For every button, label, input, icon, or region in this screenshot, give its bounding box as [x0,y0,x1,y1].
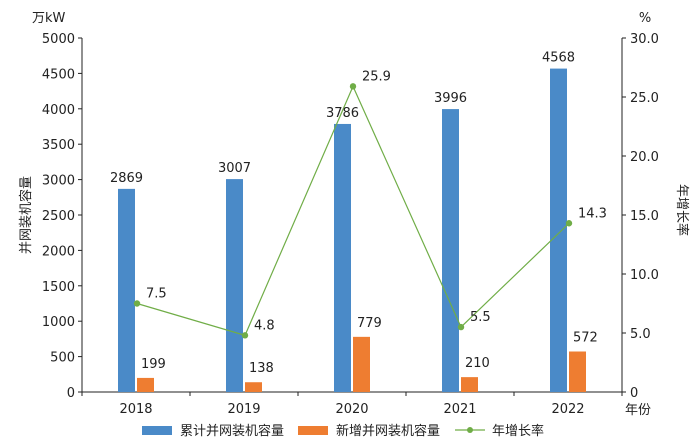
left-tick-label: 1500 [42,280,75,295]
x-tick-label: 2020 [335,402,368,417]
bar-cumulative [442,109,459,393]
growth-point [565,220,573,227]
left-axis-unit: 万kW [32,11,66,26]
left-tick-label: 4500 [42,67,75,82]
left-tick-label: 500 [50,351,75,366]
label-cumulative: 2869 [110,171,143,186]
legend: 累计并网装机容量 新增并网装机容量 年增长率 [142,423,544,439]
bar-new [353,336,370,392]
bar-cumulative [226,179,243,392]
bar-cumulative [550,68,567,392]
right-tick-label: 25.0 [630,91,659,106]
bar-new [569,351,586,392]
label-cumulative: 3786 [326,106,359,121]
x-axis-unit: 年份 [625,403,651,418]
growth-point [457,323,465,331]
x-tick-label: 2018 [119,402,152,417]
x-tick-label: 2022 [551,402,584,417]
label-growth: 5.5 [470,310,491,325]
left-tick-label: 1000 [42,315,75,330]
label-growth: 14.3 [578,206,607,221]
right-tick-label: 15.0 [630,209,659,224]
growth-line [136,84,570,337]
legend-label-new: 新增并网装机容量 [336,423,440,439]
left-tick-label: 2000 [42,244,75,259]
left-tick-label: 3500 [42,138,75,153]
left-axis-ticks: 0 500 1000 1500 2000 2500 3000 3500 4000 4500 5000 [42,32,82,401]
left-axis-label: 并网装机容量 [18,176,34,254]
bar-cumulative [118,188,135,392]
right-axis-ticks: 0 5.0 10.0 15.0 20.0 25.0 30.0 [622,32,659,401]
bar-cumulative [334,123,351,392]
legend-swatch-cumulative [142,426,172,435]
label-cumulative: 4568 [542,51,575,66]
x-tick-label: 2019 [227,402,260,417]
right-tick-label: 5.0 [630,327,651,342]
left-tick-label: 4000 [42,103,75,118]
x-axis-ticks: 2018 2019 2020 2021 2022 [81,392,623,417]
bars [118,68,586,393]
left-tick-label: 5000 [42,32,75,47]
label-new: 210 [465,356,490,371]
label-new: 199 [141,357,166,372]
legend-swatch-new [298,426,328,435]
label-growth: 25.9 [362,69,391,84]
growth-point [349,83,357,90]
right-tick-label: 0 [630,386,638,401]
label-new: 572 [573,331,598,346]
label-new: 779 [357,316,382,331]
legend-label-cumulative: 累计并网装机容量 [180,423,284,439]
label-growth: 7.5 [146,287,167,302]
right-axis-unit: % [639,11,651,26]
growth-point [133,300,141,307]
label-cumulative: 3996 [434,91,467,106]
right-tick-label: 10.0 [630,268,659,283]
label-new: 138 [249,361,274,376]
legend-swatch-growth-marker [467,427,473,433]
left-tick-label: 2500 [42,209,75,224]
x-tick-label: 2021 [443,402,476,417]
bar-new [461,377,478,392]
label-growth: 4.8 [254,318,275,333]
growth-point [241,332,249,339]
growth-line-layer [133,83,573,339]
right-axis-label: 年增长率 [674,184,690,236]
label-cumulative: 3007 [218,161,251,176]
legend-label-growth: 年增长率 [492,423,544,439]
left-tick-label: 0 [67,386,75,401]
data-labels: 2869 199 3007 138 3786 779 3996 210 4568 572 7.5 4.… [110,51,607,377]
right-tick-label: 30.0 [630,32,659,47]
left-tick-label: 3000 [42,174,75,189]
bar-new [137,377,154,392]
right-tick-label: 20.0 [630,150,659,165]
bar-new [245,382,262,392]
